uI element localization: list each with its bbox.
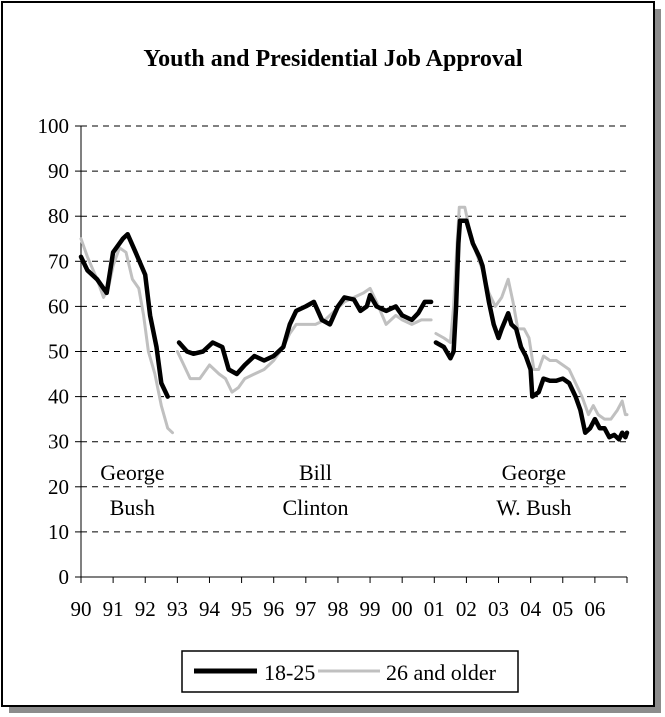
chart-title: Youth and Presidential Job Approval	[143, 46, 523, 72]
frame-border	[1, 1, 655, 707]
y-tick-label: 70	[48, 249, 69, 273]
legend: 18-25 26 and older	[181, 650, 519, 693]
x-tick-label: 95	[231, 597, 252, 621]
y-tick-label: 80	[48, 204, 69, 228]
x-tick-label: 99	[360, 597, 381, 621]
president-labels: George Bush Bill Clinton George W. Bush	[100, 460, 571, 520]
y-tick-label: 10	[48, 520, 69, 544]
x-tick-label: 94	[199, 597, 221, 621]
president-label: Clinton	[282, 495, 348, 520]
y-tick-label: 40	[48, 385, 69, 409]
x-tick-label: 03	[488, 597, 509, 621]
president-label: Bill	[299, 460, 332, 485]
series-lines	[78, 205, 630, 442]
x-tick-label: 91	[103, 597, 124, 621]
president-label: Bush	[110, 495, 155, 520]
president-label: W. Bush	[496, 495, 571, 520]
series-line-26-and-older	[434, 205, 629, 421]
y-axis: 0 10 20 30 40 50 60 70 80 90 100	[38, 114, 82, 589]
president-label: George	[502, 460, 566, 485]
x-axis: 90 91 92 93 94 95 96 97 98 99 00 01 02 03 04 05 06	[71, 576, 628, 621]
x-tick-label: 04	[520, 597, 542, 621]
president-label: George	[100, 460, 164, 485]
series-line-26-and-older	[79, 237, 174, 435]
y-tick-label: 50	[48, 340, 69, 364]
x-tick-label: 97	[295, 597, 316, 621]
series-line-18-25	[433, 218, 630, 442]
y-tick-label: 90	[48, 159, 69, 183]
x-tick-label: 01	[424, 597, 445, 621]
y-tick-label: 0	[59, 565, 70, 589]
series-line-18-25	[78, 231, 170, 399]
y-tick-label: 60	[48, 294, 69, 318]
x-tick-label: 98	[327, 597, 348, 621]
x-tick-label: 92	[135, 597, 156, 621]
x-tick-label: 96	[263, 597, 284, 621]
series-line-18-25	[176, 292, 434, 377]
x-tick-label: 93	[167, 597, 188, 621]
x-tick-label: 06	[584, 597, 605, 621]
x-tick-label: 02	[456, 597, 477, 621]
y-tick-label: 30	[48, 430, 69, 454]
x-tick-label: 05	[552, 597, 573, 621]
x-tick-label: 90	[71, 597, 92, 621]
y-tick-label: 20	[48, 475, 69, 499]
x-tick-label: 00	[392, 597, 413, 621]
legend-label-18-25: 18-25	[264, 660, 315, 685]
series-line-26-and-older	[175, 286, 433, 394]
legend-label-26-and-older: 26 and older	[386, 660, 497, 685]
y-tick-label: 100	[38, 114, 70, 138]
